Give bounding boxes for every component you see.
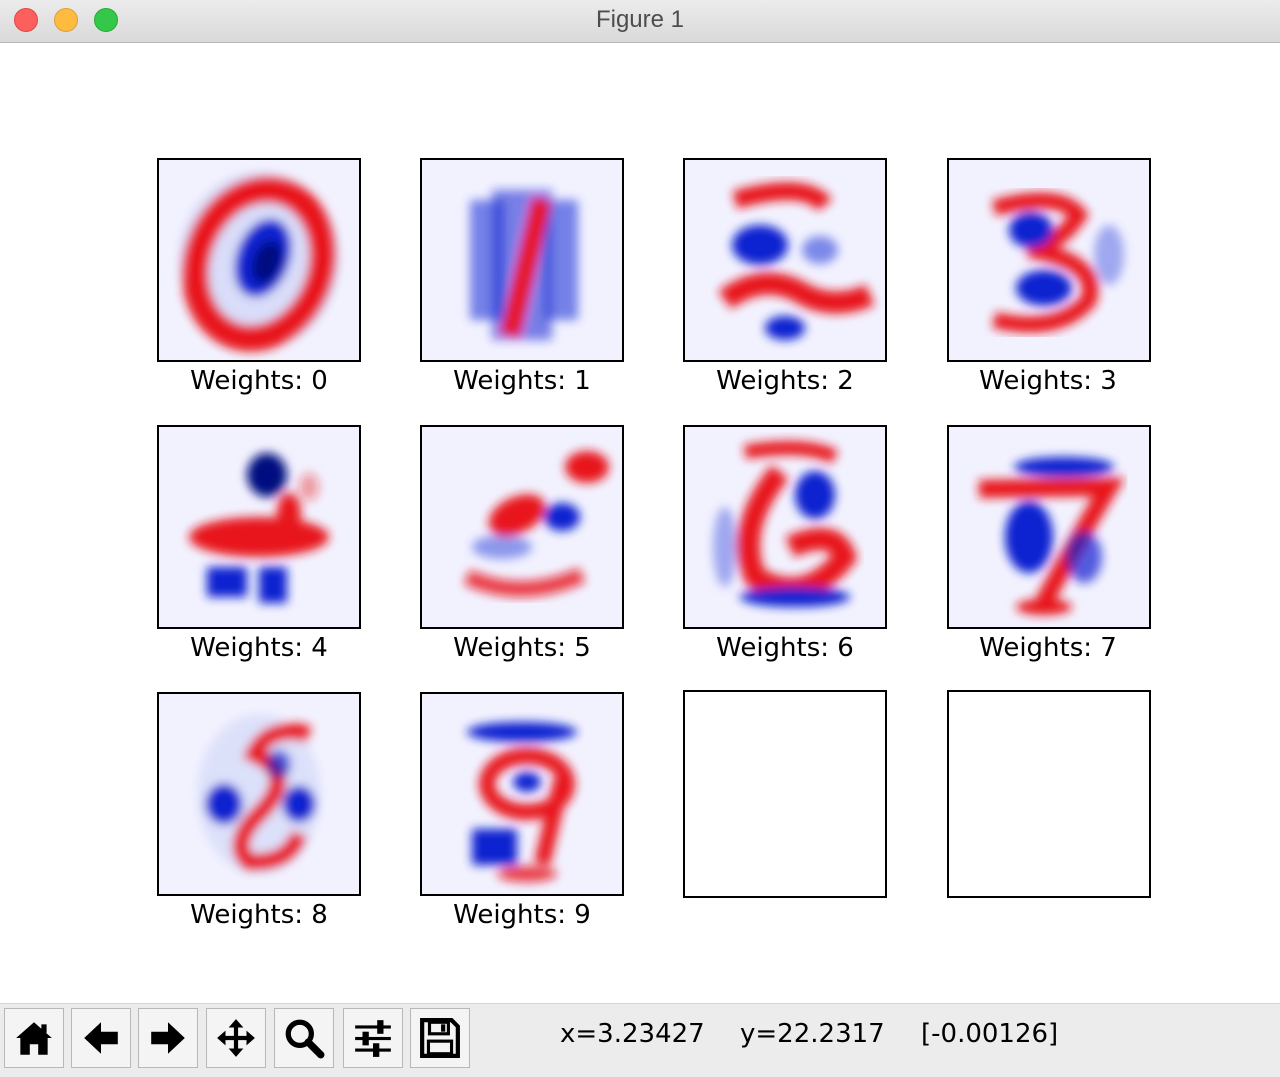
subplot-title-8: Weights: 8 — [190, 900, 328, 930]
empty-axes-10 — [683, 690, 887, 898]
title-bar[interactable]: Figure 1 — [0, 0, 1280, 43]
subplot-title-4: Weights: 4 — [190, 633, 328, 663]
subplot-title-5: Weights: 5 — [453, 633, 591, 663]
y-coordinate-readout: y=22.2317 — [740, 1019, 885, 1049]
weights-image-9 — [420, 692, 624, 896]
forward-button[interactable] — [138, 1008, 198, 1068]
weights-heatmap-9 — [422, 694, 622, 894]
save-figure-button[interactable] — [410, 1008, 470, 1068]
subplot-title-9: Weights: 9 — [453, 900, 591, 930]
back-button[interactable] — [71, 1008, 131, 1068]
weights-heatmap-1 — [422, 160, 622, 360]
weights-heatmap-0 — [159, 160, 359, 360]
weights-heatmap-2 — [685, 160, 885, 360]
weights-heatmap-5 — [422, 427, 622, 627]
weights-image-4 — [157, 425, 361, 629]
subplot-title-1: Weights: 1 — [453, 366, 591, 396]
weights-image-1 — [420, 158, 624, 362]
weights-image-5 — [420, 425, 624, 629]
maximize-window-button[interactable] — [94, 8, 118, 32]
weights-image-7 — [947, 425, 1151, 629]
zoom-magnifier-icon — [285, 1019, 325, 1059]
navigation-toolbar — [0, 1003, 1280, 1077]
subplot-title-0: Weights: 0 — [190, 366, 328, 396]
save-floppy-icon — [420, 1018, 460, 1058]
subplot-title-6: Weights: 6 — [716, 633, 854, 663]
pixel-value-readout: [-0.00126] — [921, 1019, 1059, 1049]
empty-axes-11 — [947, 690, 1151, 898]
configure-subplots-button[interactable] — [343, 1008, 403, 1068]
weights-heatmap-7 — [949, 427, 1149, 627]
forward-arrow-icon — [151, 1022, 185, 1054]
home-icon — [16, 1022, 52, 1055]
weights-heatmap-8 — [159, 694, 359, 894]
pan-move-icon — [217, 1019, 255, 1057]
pan-button[interactable] — [206, 1008, 266, 1068]
weights-heatmap-4 — [159, 427, 359, 627]
figure-canvas[interactable]: Weights: 0 Weights: 1 — [0, 43, 1280, 1003]
back-arrow-icon — [84, 1022, 118, 1054]
home-button[interactable] — [4, 1008, 64, 1068]
weights-heatmap-3 — [949, 160, 1149, 360]
minimize-window-button[interactable] — [54, 8, 78, 32]
weights-image-0 — [157, 158, 361, 362]
subplot-title-3: Weights: 3 — [979, 366, 1117, 396]
weights-image-3 — [947, 158, 1151, 362]
window-title: Figure 1 — [595, 6, 685, 33]
subplot-title-7: Weights: 7 — [979, 633, 1117, 663]
zoom-button[interactable] — [274, 1008, 334, 1068]
subplot-title-2: Weights: 2 — [716, 366, 854, 396]
x-coordinate-readout: x=3.23427 — [560, 1019, 705, 1049]
weights-image-2 — [683, 158, 887, 362]
close-window-button[interactable] — [14, 8, 38, 32]
weights-image-8 — [157, 692, 361, 896]
weights-heatmap-6 — [685, 427, 885, 627]
subplots-sliders-icon — [355, 1020, 391, 1057]
weights-image-6 — [683, 425, 887, 629]
